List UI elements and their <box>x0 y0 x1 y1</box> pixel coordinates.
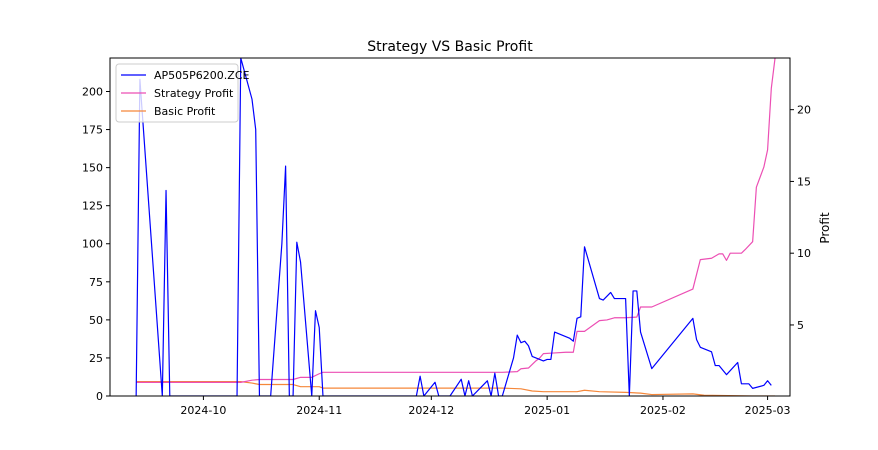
y-left-tick-label: 200 <box>82 85 103 98</box>
x-tick-label: 2025-03 <box>745 404 791 417</box>
y-right-tick-label: 10 <box>797 247 811 260</box>
x-axis: 2024-10 2024-11 2024-12 2025-01 2025-02 2025-… <box>180 396 791 417</box>
y-axis-right: 5 10 15 20 <box>790 104 811 332</box>
y-left-tick-label: 175 <box>82 124 103 137</box>
x-tick-label: 2024-12 <box>408 404 454 417</box>
series-line-1 <box>136 58 776 383</box>
y-left-tick-label: 100 <box>82 238 103 251</box>
chart-title: Strategy VS Basic Profit <box>367 39 533 55</box>
y-right-tick-label: 20 <box>797 104 811 117</box>
x-tick-label: 2024-10 <box>180 404 226 417</box>
legend-box <box>115 63 239 123</box>
legend-label: Basic Profit <box>154 105 216 118</box>
y-left-tick-label: 125 <box>82 200 103 213</box>
y-left-tick-label: 75 <box>89 276 103 289</box>
legend-label: Strategy Profit <box>154 87 234 100</box>
y-left-tick-label: 50 <box>89 314 103 327</box>
y-axis-left: 0 25 50 75 100 125 150 175 200 <box>82 85 110 403</box>
plot-frame <box>109 57 791 397</box>
y-axis-right-label: Profit <box>818 212 832 244</box>
legend-label: AP505P6200.ZCE <box>154 69 249 82</box>
y-right-tick-label: 15 <box>797 175 811 188</box>
series-line-2 <box>136 381 776 396</box>
y-left-tick-label: 150 <box>82 162 103 175</box>
series-line-0 <box>135 58 772 396</box>
legend: AP505P6200.ZCE Strategy Profit Basic Profi… <box>115 63 249 123</box>
x-tick-label: 2024-11 <box>296 404 342 417</box>
y-left-tick-label: 0 <box>96 390 103 403</box>
x-tick-label: 2025-01 <box>524 404 570 417</box>
y-left-tick-label: 25 <box>89 352 103 365</box>
y-right-tick-label: 5 <box>797 319 804 332</box>
plot-lines <box>135 58 776 396</box>
x-tick-label: 2025-02 <box>640 404 686 417</box>
